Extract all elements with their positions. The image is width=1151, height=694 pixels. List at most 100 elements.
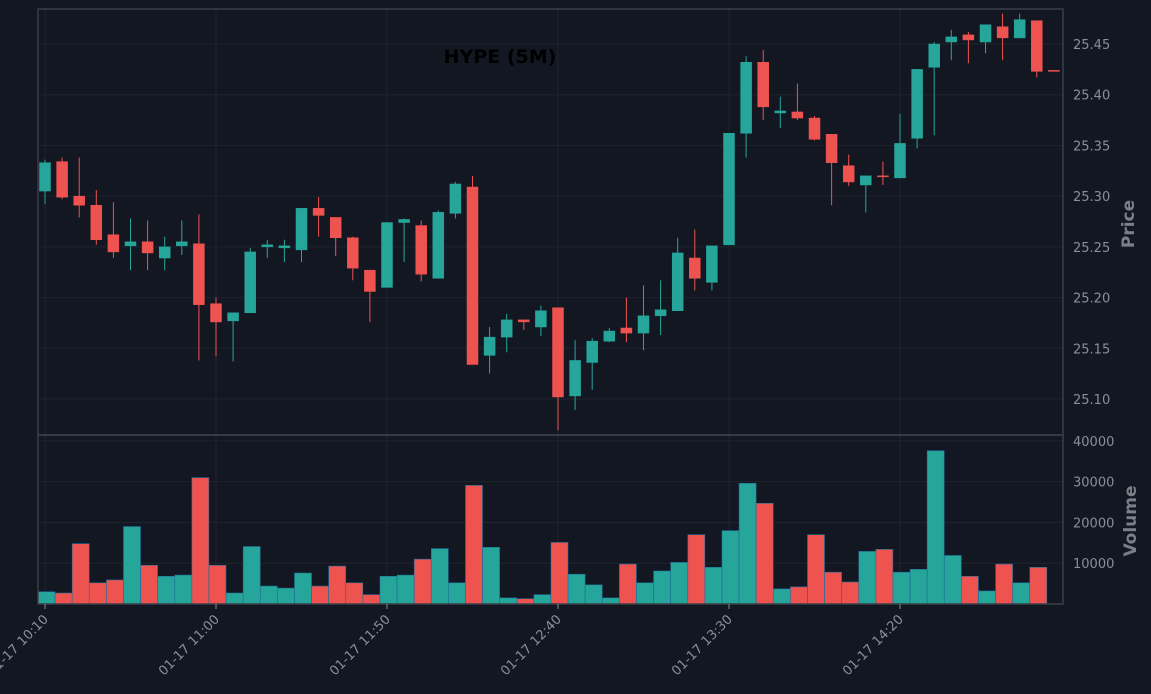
- volume-bar: [824, 571, 842, 605]
- y-tick-label: 25.35: [1073, 139, 1110, 154]
- candle-body: [39, 162, 51, 192]
- volume-bar: [174, 574, 193, 605]
- candle-body: [278, 245, 291, 249]
- candle-body: [842, 165, 855, 183]
- y-tick-label: 25.45: [1073, 38, 1110, 53]
- volume-bar: [721, 530, 740, 605]
- volume-bar: [704, 567, 723, 605]
- volume-bar: [636, 582, 654, 605]
- y-tick-label: 25.40: [1073, 89, 1110, 104]
- volume-bar: [311, 585, 329, 605]
- candle-body: [740, 62, 752, 134]
- volume-bar: [926, 450, 945, 605]
- candle-body: [552, 307, 564, 398]
- candle-body: [586, 340, 598, 363]
- candle-body: [723, 133, 735, 246]
- candle-body: [398, 219, 410, 223]
- candle-body: [894, 143, 906, 179]
- volume-bar: [157, 575, 175, 605]
- candle-body: [757, 62, 769, 108]
- y-tick-label: 25.20: [1073, 292, 1110, 307]
- chart-title: HYPE (5M): [444, 46, 557, 68]
- marks: [37, 13, 1060, 605]
- volume-bar: [499, 597, 518, 605]
- candle-body: [825, 134, 838, 163]
- volume-bar: [550, 542, 569, 605]
- candle-body: [928, 43, 940, 68]
- volume-tick-label: 20000: [1073, 516, 1114, 531]
- candle-body: [671, 252, 684, 311]
- volume-bar: [123, 526, 141, 605]
- candle-body: [210, 303, 222, 323]
- candle-body: [962, 34, 975, 41]
- volume-bar: [738, 483, 757, 605]
- candle-body: [483, 336, 496, 356]
- volume-panel-frame: [37, 434, 1064, 605]
- volume-bar: [653, 570, 671, 605]
- volume-bar: [448, 582, 466, 605]
- volume-bar: [961, 575, 979, 605]
- volume-bar: [875, 549, 894, 605]
- volume-bar: [277, 587, 295, 605]
- volume-bar: [379, 575, 398, 605]
- volume-tick-label: 30000: [1073, 476, 1114, 491]
- volume-bar: [191, 477, 210, 605]
- y-axis-label: Price: [1119, 200, 1139, 248]
- volume-bar: [1012, 582, 1031, 605]
- candle-body: [381, 222, 393, 288]
- candle-body: [364, 269, 376, 292]
- volume-bar: [670, 562, 689, 605]
- candle-body: [860, 175, 872, 186]
- volume-bar: [516, 598, 535, 605]
- candle-body: [603, 330, 616, 342]
- candle-body: [1048, 70, 1060, 72]
- candle-body: [193, 243, 205, 305]
- candle-body: [449, 183, 462, 214]
- volume-tick-label: 10000: [1073, 557, 1114, 572]
- y-tick-label: 25.15: [1073, 342, 1110, 357]
- candle-body: [107, 234, 120, 253]
- candle-body: [791, 111, 804, 119]
- candle-body: [56, 161, 68, 198]
- volume-bar: [892, 571, 911, 605]
- volume-bar: [567, 573, 586, 605]
- volume-bar: [396, 574, 415, 605]
- y-tick-label: 25.30: [1073, 190, 1110, 205]
- candle-body: [808, 117, 821, 140]
- volume-bar: [54, 592, 73, 605]
- volume-bar: [71, 543, 90, 605]
- candle-body: [774, 110, 787, 114]
- volume-bar: [584, 584, 603, 605]
- candle-body: [1013, 19, 1026, 39]
- volume-bar: [995, 563, 1013, 605]
- candle-body: [1031, 20, 1043, 72]
- candle-body: [689, 257, 701, 279]
- volume-bar: [841, 581, 860, 605]
- candle-body: [535, 310, 547, 328]
- candle-body: [706, 245, 718, 283]
- volume-bar: [345, 582, 364, 605]
- volume-bar: [37, 591, 56, 605]
- volume-bar: [242, 546, 261, 605]
- candle-body: [141, 241, 154, 254]
- candle-body: [158, 246, 171, 259]
- volume-bar: [687, 534, 706, 605]
- volume-bar: [943, 555, 962, 605]
- candle-body: [911, 69, 923, 139]
- candle-body: [569, 360, 581, 397]
- candle-body: [415, 225, 427, 275]
- volume-bar: [225, 592, 244, 605]
- candle-body: [90, 205, 103, 240]
- candle-body: [945, 36, 958, 43]
- volume-bar: [533, 594, 552, 605]
- volume-bar: [482, 547, 500, 605]
- volume-bar: [430, 548, 449, 605]
- candle-body: [877, 175, 889, 178]
- volume-bar: [413, 558, 432, 605]
- volume-bar: [294, 572, 312, 605]
- candle-body: [124, 241, 137, 247]
- candle-body: [500, 319, 513, 338]
- candle-body: [227, 312, 239, 322]
